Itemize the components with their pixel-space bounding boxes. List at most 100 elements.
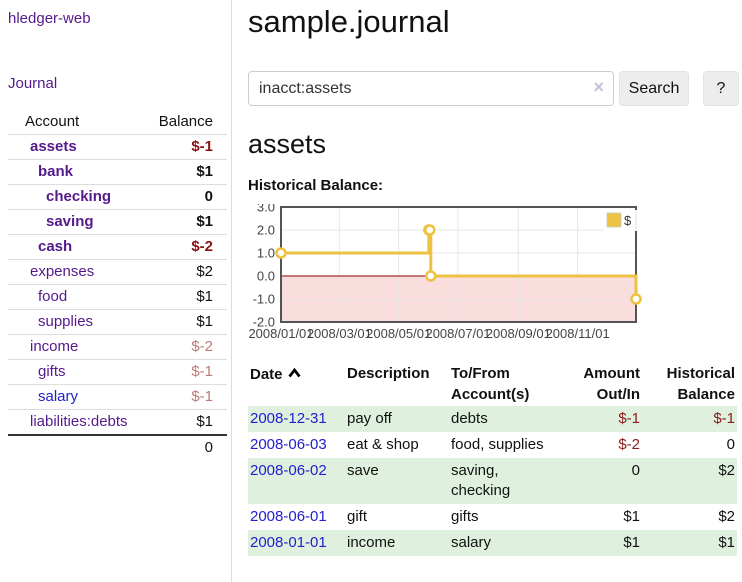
account-name-cell: liabilities:debts: [8, 409, 148, 435]
transaction-date-link[interactable]: 2008-06-02: [250, 462, 327, 479]
register-table: Date Description To/From Account(s) Amou…: [248, 362, 737, 556]
register-header-description: Description: [347, 365, 430, 382]
search-button[interactable]: Search: [619, 71, 689, 106]
account-row: checking 0: [8, 184, 227, 210]
transaction-date-link[interactable]: 2008-06-01: [250, 508, 327, 525]
transaction-date-link[interactable]: 2008-12-31: [250, 410, 327, 427]
y-tick-label: 1.0: [257, 246, 275, 261]
accounts-header-balance: Balance: [158, 113, 213, 130]
chart-title: Historical Balance:: [248, 177, 384, 194]
app-title-link[interactable]: hledger-web: [8, 10, 91, 27]
register-amount-cell: 0: [631, 462, 640, 479]
register-header-amount: Amount Out/In: [583, 365, 640, 403]
register-balance-cell: $2: [718, 508, 735, 525]
x-tick-label: 2008/05/01: [366, 326, 431, 341]
register-date-cell: 2008-01-01: [248, 530, 345, 556]
search-form: × Search ?: [248, 71, 739, 106]
account-row: income $-2: [8, 334, 227, 360]
register-header-date-label: Date: [250, 366, 283, 383]
account-link[interactable]: supplies: [38, 313, 94, 330]
y-tick-label: -1.0: [253, 292, 275, 307]
y-tick-label: 3.0: [257, 204, 275, 215]
register-row: 2008-06-02 save saving, checking 0 $2: [248, 458, 737, 504]
sidebar-item-journal[interactable]: Journal: [8, 75, 58, 92]
account-name-cell: saving: [8, 209, 148, 235]
account-balance: $1: [147, 209, 227, 235]
account-link[interactable]: salary: [38, 388, 79, 405]
transaction-date-link[interactable]: 2008-06-03: [250, 436, 327, 453]
register-amount-cell: $1: [623, 534, 640, 551]
register-accounts-cell: gifts: [451, 508, 479, 525]
register-accounts-cell: saving, checking: [451, 462, 511, 499]
search-box: ×: [248, 71, 614, 106]
account-row: supplies $1: [8, 309, 227, 335]
register-row: 2008-06-01 gift gifts $1 $2: [248, 504, 737, 530]
register-description-cell: eat & shop: [347, 436, 419, 453]
register-accounts-cell: food, supplies: [451, 436, 544, 453]
account-link[interactable]: saving: [46, 213, 94, 230]
register-balance-cell: $1: [718, 534, 735, 551]
account-row: cash $-2: [8, 234, 227, 260]
data-point-marker: [275, 247, 287, 259]
sidebar: hledger-web Journal Account Balance asse…: [0, 0, 232, 582]
register-date-cell: 2008-12-31: [248, 406, 345, 432]
account-row: saving $1: [8, 209, 227, 235]
register-row: 2008-06-03 eat & shop food, supplies $-2 0: [248, 432, 737, 458]
accounts-table: Account Balance assets $-1 bank $1 checking 0…: [8, 110, 227, 460]
account-link[interactable]: bank: [38, 163, 74, 180]
data-point-marker: [425, 270, 437, 282]
account-row: food $1: [8, 284, 227, 310]
search-help-button[interactable]: ?: [703, 71, 739, 106]
account-link[interactable]: cash: [38, 238, 73, 255]
account-row: assets $-1: [8, 134, 227, 160]
account-name-cell: salary: [8, 384, 148, 410]
accounts-total-value: 0: [147, 434, 227, 460]
register-header-accounts: To/From Account(s): [451, 365, 530, 403]
accounts-total-spacer: [8, 434, 148, 460]
clear-search-icon[interactable]: ×: [593, 77, 604, 97]
account-link[interactable]: income: [30, 338, 79, 355]
account-name-cell: income: [8, 334, 148, 360]
account-link[interactable]: checking: [46, 188, 112, 205]
x-tick-label: 2008/11/01: [546, 326, 610, 341]
account-link[interactable]: liabilities:debts: [30, 413, 128, 430]
register-balance-cell: $-1: [713, 410, 735, 427]
account-row: expenses $2: [8, 259, 227, 285]
account-name-cell: gifts: [8, 359, 148, 385]
historical-balance-chart: 3.0 2.0 1.0 0.0 -1.0 -2.0 2008/01/01 2008/03/01…: [248, 204, 645, 344]
x-tick-label: 2008/03/01: [307, 326, 372, 341]
account-balance: $1: [147, 309, 227, 335]
account-link[interactable]: food: [38, 288, 68, 305]
register-description-cell: save: [347, 462, 379, 479]
account-name-cell: food: [8, 284, 148, 310]
accounts-header-account: Account: [25, 113, 80, 130]
data-point-marker: [630, 293, 642, 305]
account-link[interactable]: assets: [30, 138, 77, 155]
x-tick-label: 2008/07/01: [425, 326, 490, 341]
account-balance: 0: [147, 184, 227, 210]
account-balance: $-2: [147, 334, 227, 360]
register-date-cell: 2008-06-02: [248, 458, 345, 504]
register-header-row: Date Description To/From Account(s) Amou…: [248, 362, 737, 406]
search-input[interactable]: [248, 71, 614, 106]
data-point-marker: [424, 224, 436, 236]
account-row: salary $-1: [8, 384, 227, 410]
account-name-cell: supplies: [8, 309, 148, 335]
register-balance-cell: 0: [726, 436, 735, 453]
x-tick-label: 2008/01/01: [248, 326, 313, 341]
account-name-cell: expenses: [8, 259, 148, 285]
transaction-date-link[interactable]: 2008-01-01: [250, 534, 327, 551]
account-link[interactable]: gifts: [38, 363, 66, 380]
register-description-cell: pay off: [347, 410, 392, 427]
register-date-cell: 2008-06-01: [248, 504, 345, 530]
register-row: 2008-01-01 income salary $1 $1: [248, 530, 737, 556]
account-balance: $-1: [147, 384, 227, 410]
account-balance: $1: [147, 159, 227, 185]
register-accounts-cell: debts: [451, 410, 488, 427]
account-name-cell: assets: [8, 134, 148, 160]
account-link[interactable]: expenses: [30, 263, 95, 280]
register-amount-cell: $-1: [618, 410, 640, 427]
account-balance: $-1: [147, 134, 227, 160]
register-header-date[interactable]: Date: [248, 362, 345, 406]
